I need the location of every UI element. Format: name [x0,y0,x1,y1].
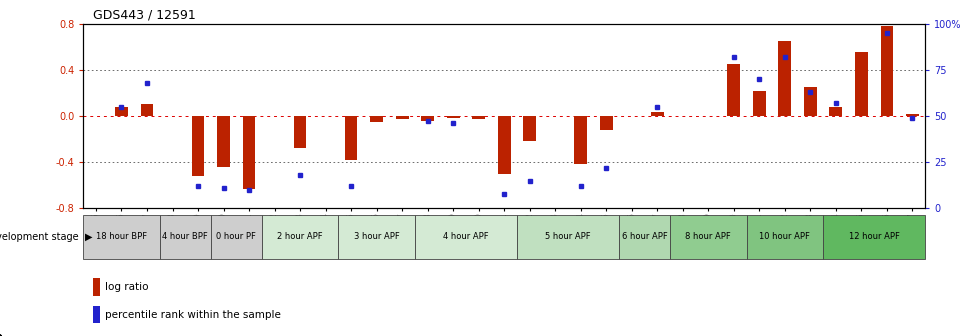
Text: 3 hour APF: 3 hour APF [353,233,399,241]
Bar [293,116,306,148]
Bar [395,116,408,119]
Bar [344,116,357,160]
Bar [210,215,261,259]
Bar [261,215,338,259]
Bar [879,26,892,116]
Text: 18 hour BPF: 18 hour BPF [96,233,147,241]
Text: ▶: ▶ [85,232,93,242]
Bar [600,116,612,130]
Text: 6 hour APF: 6 hour APF [621,233,667,241]
Text: 8 hour APF: 8 hour APF [685,233,731,241]
Bar [446,116,459,118]
Bar [421,116,433,121]
Text: 4 hour APF: 4 hour APF [443,233,488,241]
Bar [574,116,587,164]
Bar [141,104,154,116]
Bar [192,116,204,176]
Text: 2 hour APF: 2 hour APF [277,233,323,241]
Text: 5 hour APF: 5 hour APF [545,233,590,241]
Bar [497,116,511,174]
Bar [415,215,516,259]
Bar [115,107,128,116]
Bar [217,116,230,167]
Text: log ratio: log ratio [105,282,148,292]
Bar [746,215,822,259]
Bar [93,278,100,296]
Bar [669,215,746,259]
Bar [828,107,841,116]
Bar [822,215,924,259]
Bar [752,90,765,116]
Bar [83,215,159,259]
Bar [243,116,255,189]
Bar [93,306,100,323]
Text: 10 hour APF: 10 hour APF [759,233,810,241]
Text: development stage: development stage [0,232,78,242]
Bar [338,215,415,259]
Text: 4 hour BPF: 4 hour BPF [162,233,208,241]
Text: 12 hour APF: 12 hour APF [848,233,899,241]
Text: 0 hour PF: 0 hour PF [216,233,256,241]
Bar [516,215,618,259]
Bar [370,116,382,122]
Bar [854,52,867,116]
Bar [159,215,210,259]
Bar [650,113,663,116]
Bar [727,64,739,116]
Bar [803,87,816,116]
Bar [778,41,790,116]
Bar [905,114,917,116]
Bar [523,116,536,141]
Text: percentile rank within the sample: percentile rank within the sample [105,310,281,320]
Text: GDS443 / 12591: GDS443 / 12591 [93,9,196,22]
Bar [471,116,484,119]
Bar [618,215,669,259]
